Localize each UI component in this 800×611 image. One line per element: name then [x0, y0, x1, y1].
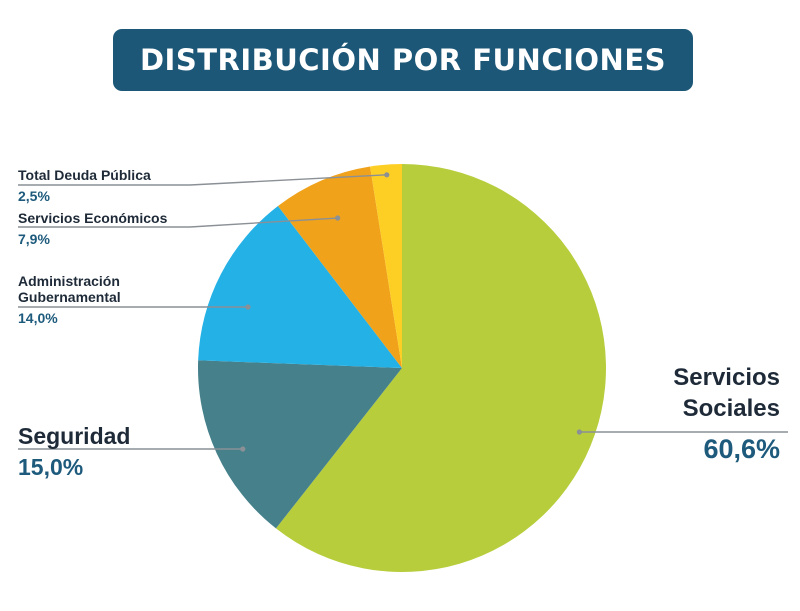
- chart-title: DISTRIBUCIÓN POR FUNCIONES: [139, 43, 667, 77]
- pie-slice-servicios-sociales: [275, 164, 606, 572]
- leader-dot: [245, 304, 251, 310]
- slice-label-name: Gubernamental: [18, 289, 121, 305]
- slice-label-name: Administración: [18, 273, 120, 289]
- slice-label: Servicios Económicos 7,9%: [18, 210, 167, 247]
- slice-label-value: 60,6%: [703, 434, 780, 464]
- slice-label-name: Seguridad: [18, 423, 131, 449]
- slice-label-value: 15,0%: [18, 454, 84, 480]
- slice-label-value: 14,0%: [18, 310, 58, 326]
- slice-label: Administración Gubernamental 14,0%: [18, 273, 121, 326]
- leader-dot: [335, 215, 341, 221]
- leader-dot: [240, 446, 246, 452]
- pie-slice-administraci-n-gubernamental: [198, 206, 402, 368]
- slice-label-name: Total Deuda Pública: [18, 167, 151, 183]
- slice-label-value: 2,5%: [18, 188, 50, 204]
- leader-line: [18, 174, 387, 186]
- slice-label-name: Servicios: [673, 364, 780, 391]
- pie-slice-total-deuda-p-blica: [370, 164, 402, 368]
- leader-line: [18, 217, 338, 228]
- slice-label: Servicios Sociales 60,6%: [673, 362, 780, 466]
- title-banner: DISTRIBUCIÓN POR FUNCIONES: [113, 29, 693, 91]
- pie-slice-seguridad: [198, 360, 402, 529]
- slice-label-name: Servicios Económicos: [18, 210, 168, 226]
- leader-dot: [384, 172, 390, 178]
- slice-label: Total Deuda Pública 2,5%: [18, 167, 151, 204]
- leader-dot: [576, 429, 582, 435]
- slice-label-value: 7,9%: [18, 231, 50, 247]
- pie-slice-servicios-econ-micos: [277, 166, 402, 368]
- slice-label: Seguridad 15,0%: [18, 421, 130, 482]
- slice-label-name: Sociales: [682, 395, 780, 422]
